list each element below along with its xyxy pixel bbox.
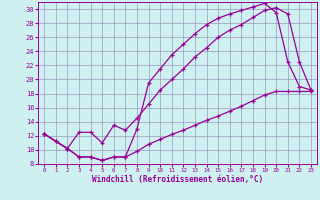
X-axis label: Windchill (Refroidissement éolien,°C): Windchill (Refroidissement éolien,°C): [92, 175, 263, 184]
